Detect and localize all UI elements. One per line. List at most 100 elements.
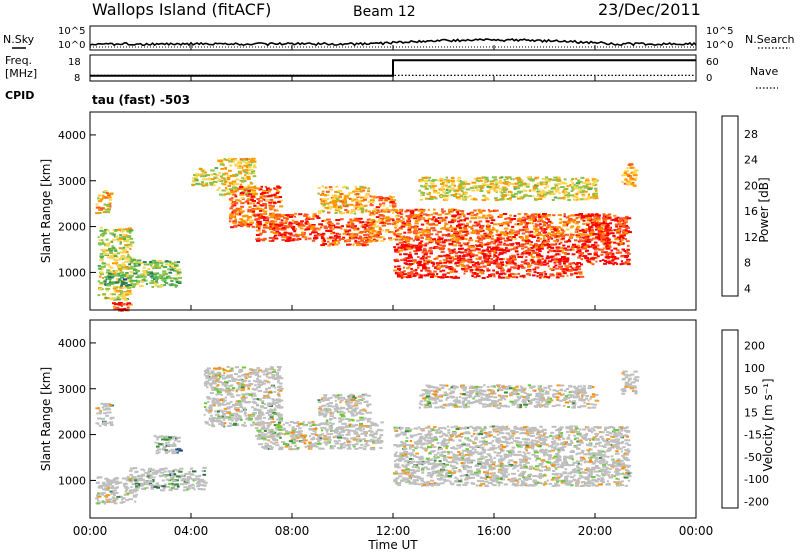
power-cell bbox=[473, 272, 476, 275]
power-cell bbox=[533, 187, 536, 190]
power-cell bbox=[142, 261, 147, 264]
power-cell bbox=[230, 175, 235, 177]
power-cell bbox=[392, 206, 396, 209]
power-cell bbox=[139, 274, 144, 277]
power-cell bbox=[121, 286, 127, 289]
power-cell bbox=[121, 250, 127, 253]
power-cell bbox=[463, 215, 466, 218]
power-cell bbox=[368, 218, 371, 221]
power-cell bbox=[116, 238, 119, 241]
power-cell bbox=[485, 227, 491, 230]
power-cell bbox=[474, 254, 479, 257]
velocity-cell bbox=[276, 418, 280, 421]
power-cell bbox=[248, 169, 254, 171]
power-cell bbox=[251, 186, 256, 189]
power-cell bbox=[424, 242, 429, 245]
power-cell bbox=[596, 214, 601, 217]
power-cell bbox=[554, 257, 558, 260]
power-cell bbox=[582, 185, 588, 188]
power-cell bbox=[629, 176, 633, 179]
velocity-cell bbox=[274, 401, 279, 404]
velocity-cell bbox=[257, 389, 263, 392]
power-cell bbox=[320, 233, 325, 236]
power-cell bbox=[220, 162, 224, 165]
velocity-cell bbox=[215, 377, 221, 380]
velocity-cell bbox=[128, 469, 133, 472]
velocity-cell bbox=[96, 494, 100, 497]
power-cell bbox=[540, 242, 545, 245]
power-cell bbox=[335, 219, 341, 221]
power-cell bbox=[247, 186, 250, 188]
power-cell bbox=[378, 199, 383, 202]
power-cell bbox=[475, 268, 480, 271]
power-cell bbox=[120, 247, 124, 250]
power-cell bbox=[432, 229, 437, 232]
power-cell bbox=[105, 211, 111, 214]
velocity-cell bbox=[204, 402, 208, 405]
power-cell bbox=[275, 230, 280, 233]
power-cell bbox=[418, 276, 423, 279]
power-cell bbox=[202, 178, 208, 181]
power-cell bbox=[489, 275, 493, 278]
velocity-cell bbox=[156, 438, 159, 441]
power-cell bbox=[355, 236, 358, 239]
power-cell bbox=[115, 291, 119, 293]
power-cell bbox=[234, 213, 239, 216]
power-cell bbox=[510, 237, 513, 240]
power-cell bbox=[210, 178, 215, 181]
power-cell bbox=[585, 237, 590, 240]
power-cell bbox=[334, 238, 337, 241]
power-cell bbox=[474, 186, 478, 189]
power-cell bbox=[232, 204, 237, 207]
power-cell bbox=[287, 224, 293, 227]
power-cell bbox=[342, 232, 347, 235]
power-cell bbox=[576, 276, 581, 279]
power-cell bbox=[229, 215, 234, 217]
power-cell bbox=[505, 221, 510, 224]
power-cell bbox=[502, 186, 507, 189]
power-cell bbox=[391, 219, 395, 222]
power-cell bbox=[417, 264, 422, 267]
power-cell bbox=[478, 185, 483, 188]
velocity-cell bbox=[141, 473, 145, 476]
velocity-cell bbox=[164, 435, 169, 438]
power-cell bbox=[490, 219, 496, 222]
velocity-cell bbox=[116, 495, 121, 498]
power-cell bbox=[131, 286, 136, 288]
power-cell bbox=[328, 188, 334, 191]
power-cell bbox=[590, 231, 595, 234]
power-cell bbox=[515, 250, 519, 253]
power-cell bbox=[375, 220, 381, 223]
power-cell bbox=[434, 197, 438, 200]
power-cell bbox=[268, 227, 274, 230]
power-cell bbox=[158, 285, 164, 287]
power-cell bbox=[112, 298, 117, 301]
power-cell bbox=[593, 183, 598, 186]
power-cell bbox=[506, 198, 510, 200]
power-cell bbox=[567, 192, 571, 195]
power-cell bbox=[141, 279, 146, 282]
power-cell bbox=[306, 226, 311, 229]
power-cell bbox=[458, 247, 462, 250]
power-cell bbox=[605, 234, 610, 236]
power-cell bbox=[428, 176, 432, 179]
power-cell bbox=[402, 240, 407, 243]
power-cell bbox=[513, 262, 517, 265]
power-cell bbox=[627, 181, 631, 184]
power-cell bbox=[330, 223, 334, 226]
power-cell bbox=[467, 241, 470, 244]
power-cell bbox=[201, 170, 205, 173]
power-cell bbox=[244, 193, 248, 196]
power-cell bbox=[116, 263, 120, 266]
power-cell bbox=[145, 283, 149, 285]
power-cell bbox=[292, 238, 296, 241]
power-cell bbox=[113, 235, 116, 238]
power-cell bbox=[558, 221, 562, 224]
power-cell bbox=[303, 236, 308, 239]
power-cell bbox=[272, 201, 277, 204]
velocity-cell bbox=[129, 489, 132, 492]
power-cell bbox=[346, 225, 351, 228]
power-cell bbox=[601, 259, 605, 262]
power-cell bbox=[330, 232, 334, 235]
power-cell bbox=[454, 255, 460, 258]
